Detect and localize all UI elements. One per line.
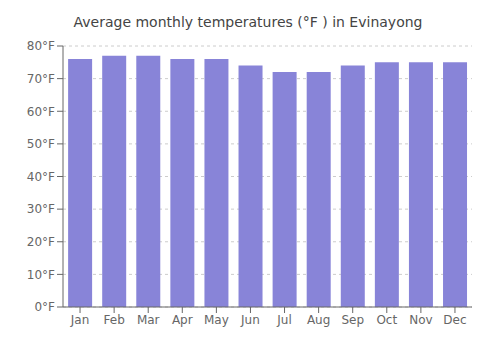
svg-text:80°F: 80°F xyxy=(27,39,55,53)
svg-text:Apr: Apr xyxy=(172,313,193,327)
html-text:Average monthly temperatures (: Average monthly temperatures (°F ) in Ev… xyxy=(73,14,423,30)
svg-text:70°F: 70°F xyxy=(27,72,55,86)
svg-text:Jul: Jul xyxy=(276,313,291,327)
svg-text:Sep: Sep xyxy=(341,313,364,327)
svg-text:10°F: 10°F xyxy=(27,268,55,282)
svg-text:Jan: Jan xyxy=(70,313,90,327)
svg-text:20°F: 20°F xyxy=(27,235,55,249)
svg-text:50°F: 50°F xyxy=(27,137,55,151)
svg-text:Aug: Aug xyxy=(307,313,330,327)
svg-text:Mar: Mar xyxy=(137,313,160,327)
svg-text:Jun: Jun xyxy=(240,313,260,327)
svg-text:Feb: Feb xyxy=(104,313,125,327)
svg-text:Nov: Nov xyxy=(409,313,432,327)
svg-text:May: May xyxy=(204,313,229,327)
svg-text:60°F: 60°F xyxy=(27,105,55,119)
svg-text:0°F: 0°F xyxy=(34,300,55,314)
svg-text:30°F: 30°F xyxy=(27,202,55,216)
svg-text:40°F: 40°F xyxy=(27,170,55,184)
svg-text:Dec: Dec xyxy=(443,313,466,327)
svg-text:Oct: Oct xyxy=(376,313,397,327)
